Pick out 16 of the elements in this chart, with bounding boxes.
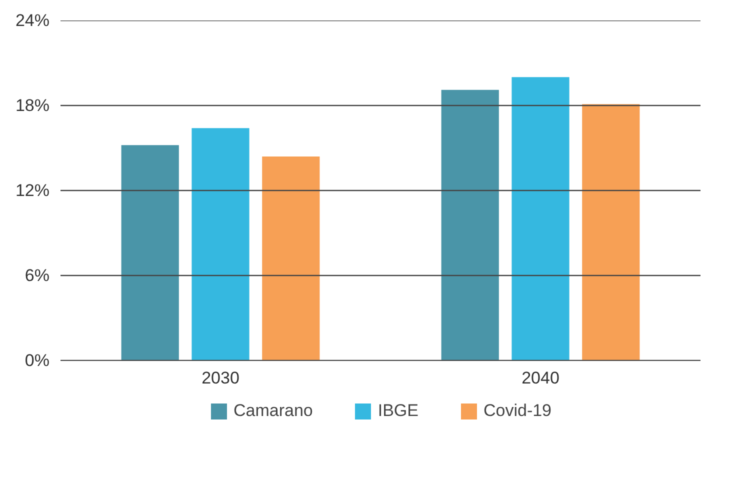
bar [192, 128, 250, 360]
bar [262, 156, 320, 360]
x-tick-label: 2040 [522, 368, 560, 388]
legend-label: Camarano [233, 401, 313, 421]
y-tick-label: 6% [24, 266, 50, 285]
bar [582, 104, 640, 360]
y-tick-label: 18% [15, 96, 50, 115]
y-tick-label: 0% [24, 351, 50, 370]
bar [121, 145, 179, 360]
legend-label: Covid-19 [483, 401, 552, 421]
x-tick-label: 2030 [202, 368, 240, 388]
legend-label: IBGE [378, 401, 418, 421]
y-tick-label: 24% [15, 11, 50, 30]
y-tick-label: 12% [15, 181, 50, 200]
bar [512, 77, 570, 360]
bar [441, 90, 499, 360]
